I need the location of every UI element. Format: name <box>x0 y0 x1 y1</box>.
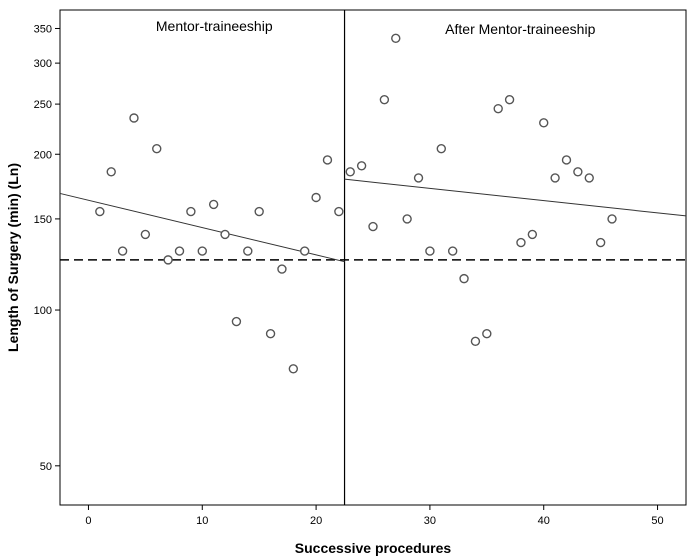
scatter-point <box>186 206 196 217</box>
scatter-point <box>595 237 606 248</box>
y-tick-label: 250 <box>34 99 52 111</box>
scatter-point <box>550 173 560 183</box>
fit-lines <box>59 178 687 263</box>
scatter-point <box>277 264 287 274</box>
scatter-point <box>527 229 538 240</box>
scatter-point <box>356 161 367 171</box>
scatter-point <box>539 118 549 128</box>
scatter-point <box>584 173 594 183</box>
y-tick-label: 300 <box>34 58 52 70</box>
scatter-point <box>516 237 526 248</box>
y-tick-label: 100 <box>34 305 52 317</box>
scatter-point <box>197 246 207 256</box>
scatter-point <box>231 316 242 327</box>
y-tick-label: 200 <box>34 149 52 161</box>
scatter-point <box>311 192 321 203</box>
fit-line-1 <box>59 192 345 263</box>
scatter-point <box>447 246 458 256</box>
scatter-point <box>345 167 355 177</box>
plot-frame <box>59 9 687 506</box>
scatter-point <box>288 364 299 374</box>
scatter-point <box>470 336 481 347</box>
y-tick-label: 150 <box>34 214 52 226</box>
scatter-point <box>265 329 276 339</box>
scatter-point <box>243 246 253 256</box>
scatter-point <box>322 155 333 165</box>
scatter-point <box>402 214 412 224</box>
scatter-point <box>163 255 173 265</box>
y-axis-title: Length of Surgery (min) (Ln) <box>5 163 21 352</box>
scatter-point <box>425 246 435 256</box>
scatter-point <box>573 167 583 177</box>
scatter-point <box>129 113 139 123</box>
scatter-point <box>504 94 515 105</box>
x-tick-label: 50 <box>651 515 663 527</box>
scatter-point <box>413 173 424 183</box>
scatter-point <box>334 206 344 217</box>
scatter-point <box>152 144 162 154</box>
scatter-point <box>436 144 446 154</box>
scatter-point <box>254 206 264 217</box>
scatter-point <box>482 329 492 339</box>
x-tick-label: 20 <box>310 515 322 527</box>
scatter-point <box>459 273 469 284</box>
x-tick-label: 40 <box>538 515 550 527</box>
scatter-point <box>493 103 503 114</box>
y-tick-label: 50 <box>40 461 52 473</box>
fit-line-2 <box>344 178 687 217</box>
panel-label-after-mentor-traineeship: After Mentor-traineeship <box>445 21 595 37</box>
scatter-point <box>208 199 219 210</box>
panel-label-mentor-traineeship: Mentor-traineeship <box>156 18 273 34</box>
y-tick-label: 350 <box>34 23 52 35</box>
scatter-point <box>117 246 128 256</box>
data-points <box>95 33 617 374</box>
x-tick-label: 30 <box>424 515 436 527</box>
scatter-point <box>174 246 185 256</box>
scatter-point <box>140 229 151 240</box>
x-tick-label: 10 <box>196 515 208 527</box>
scatter-point <box>379 94 390 105</box>
scatter-point <box>391 33 401 44</box>
scatter-point <box>368 221 378 232</box>
x-tick-label: 0 <box>85 515 91 527</box>
x-axis: 0 10 20 30 40 50 <box>85 505 664 527</box>
scatter-point <box>561 155 572 165</box>
scatter-point <box>300 246 310 256</box>
y-axis: 50 100 150 200 250 300 350 <box>34 23 60 473</box>
scatter-point <box>95 206 105 217</box>
scatter-point <box>106 167 116 177</box>
scatter-point <box>607 214 617 224</box>
scatter-point <box>220 229 230 240</box>
x-axis-title: Successive procedures <box>295 540 452 556</box>
